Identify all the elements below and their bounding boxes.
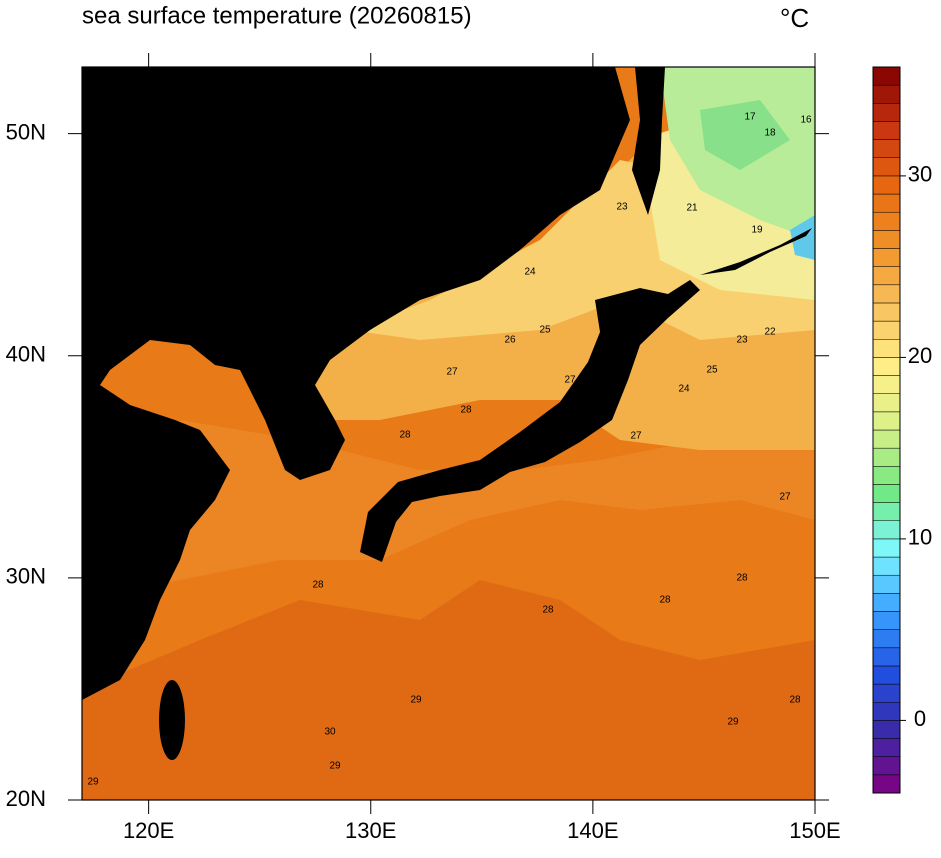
x-tick-label: 130E [345,818,396,843]
colorbar-box [872,139,901,159]
colorbar-box [872,375,901,394]
colorbar-box [872,66,901,86]
colorbar-tick-label: 0 [914,706,926,731]
ocean-15 [700,100,790,170]
colorbar-box [872,211,901,231]
ocean-27 [82,420,815,600]
contour-label: 26 [504,335,516,346]
x-tick-label: 120E [123,818,174,843]
colorbar-box [872,248,901,267]
contour-label: 29 [410,695,422,706]
contour-label: 29 [329,761,341,772]
y-tick-label: 50N [6,119,46,144]
colorbar-frame [872,66,901,794]
colorbar-box [872,702,901,721]
contour-label: 28 [659,595,671,606]
contour-label: 24 [678,384,690,395]
colorbar-tick-label: 30 [908,162,932,187]
colorbar-box [872,574,901,594]
colorbar-box [872,683,901,703]
colorbar-box [872,320,901,340]
contour-label: 29 [727,717,739,728]
colorbar-box [872,556,901,576]
colorbar-box [872,611,901,630]
colorbar-box [872,502,901,522]
contour-label: 28 [460,405,472,416]
x-tick-label: 140E [567,818,618,843]
colorbar-box [872,665,901,685]
x-tick-label: 150E [789,818,840,843]
colorbar-box [872,284,901,304]
contour-label: 30 [324,727,336,738]
contour-label: 28 [399,430,411,441]
contour-label: 17 [744,112,756,123]
y-tick-label: 30N [6,564,46,589]
land-continent [82,67,630,700]
contour-label: 28 [736,573,748,584]
contour-label: 24 [524,267,536,278]
colorbar-tick-label: 10 [908,525,932,550]
contour-label: 27 [446,367,458,378]
colorbar-box [872,538,901,558]
contour-label: 23 [616,202,628,213]
colorbar-box [872,357,901,376]
y-tick-label: 40N [6,342,46,367]
contour-labels: 23 24 25 26 27 27 28 28 28 28 29 29 29 3… [87,112,812,788]
contour-label: 28 [542,605,554,616]
colorbar-box [872,447,901,467]
colorbar-box [872,230,901,249]
colorbar-box [872,157,901,177]
contour-label: 28 [789,695,801,706]
colorbar-box [872,302,901,322]
contour-label: 27 [630,431,642,442]
colorbar-box [872,484,901,503]
contour-label: 22 [764,327,776,338]
colorbar-box [872,738,901,757]
colorbar-box [872,774,901,794]
contour-label: 28 [212,461,224,472]
contour-label: 27 [779,492,791,503]
colorbar-box [872,193,901,213]
map-frame [81,66,816,801]
land-taiwan [159,680,185,760]
y-tick-label: 20N [6,786,46,811]
ocean-29 [82,580,815,800]
contour-label: 21 [686,203,698,214]
colorbar-box [872,720,901,739]
contour-label: 27 [564,375,576,386]
contour-label: 16 [800,115,812,126]
colorbar-box [872,103,901,122]
colorbar-box [872,629,901,649]
contour-label: 25 [706,365,718,376]
land-sakhalin [632,67,665,215]
colorbar-box [872,647,901,667]
colorbar-box [872,520,901,540]
contour-label: 23 [736,335,748,346]
contour-label: 28 [312,580,324,591]
map-field [82,67,815,800]
colorbar-box [872,593,901,612]
colorbar-tick-label: 20 [908,343,932,368]
colorbar-box [872,466,901,485]
contour-label: 25 [539,325,551,336]
colorbar-box [872,121,901,140]
colorbar-box [872,84,901,104]
colorbar-box [872,339,901,358]
colorbar-box [872,411,901,431]
colorbar-box [872,266,901,286]
contour-label: 19 [751,225,763,236]
colorbar-box [872,393,901,413]
units: °C [780,3,809,33]
contour-label: 29 [87,777,99,788]
contour-label: 18 [764,128,776,139]
colorbar-box [872,429,901,449]
map-title: sea surface temperature (20260815) [82,2,472,29]
land-japan [360,280,700,562]
colorbar-box [872,756,901,776]
colorbar-box [872,175,901,195]
